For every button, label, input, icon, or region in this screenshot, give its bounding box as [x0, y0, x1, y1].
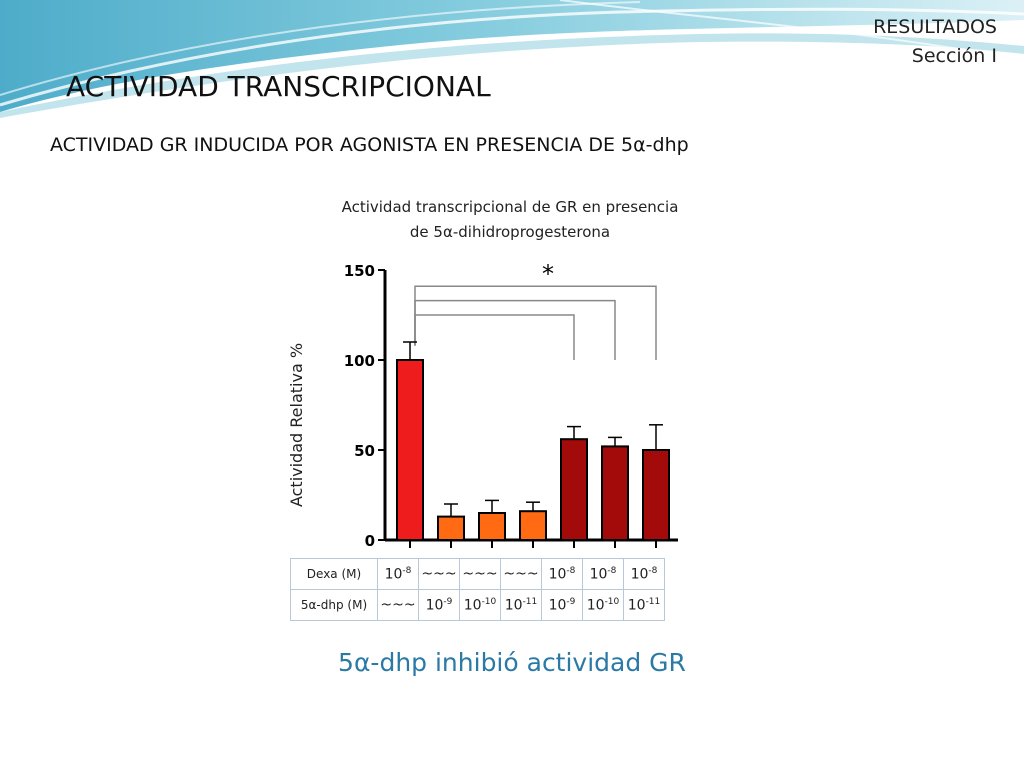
- conclusion-text: 5α-dhp inhibió actividad GR: [338, 648, 686, 677]
- chart-title-block: Actividad transcripcional de GR en prese…: [300, 195, 720, 245]
- bar: [642, 449, 670, 541]
- bar: [519, 510, 547, 542]
- significance-label: *: [542, 260, 554, 288]
- conditions-cell: 10-8: [623, 558, 665, 590]
- bars: [396, 341, 670, 542]
- page-title: ACTIVIDAD TRANSCRIPCIONAL: [66, 70, 491, 103]
- conditions-cell: ~~~: [459, 558, 501, 590]
- y-axis-label: Actividad Relativa %: [287, 343, 306, 507]
- bar-chart: Actividad Relativa % 0 50 100 150 *: [287, 260, 678, 550]
- y-tick-label: 0: [365, 532, 375, 550]
- conditions-row: Dexa (M) 10-8 ~~~ ~~~ ~~~ 10-8 10-8 10-8: [290, 558, 665, 590]
- conditions-cell: ~~~: [377, 589, 419, 621]
- chart-title: Actividad transcripcional de GR en prese…: [341, 198, 679, 216]
- y-tick-label: 100: [344, 352, 375, 370]
- bar: [601, 445, 629, 541]
- section-label: RESULTADOS: [873, 16, 997, 38]
- conditions-row: 5α-dhp (M) ~~~ 10-9 10-10 10-11 10-9 10-10 10-1…: [290, 589, 665, 621]
- bar: [478, 512, 506, 541]
- chart-subtitle: de 5α-dihidroprogesterona: [409, 223, 611, 241]
- page-subtitle: ACTIVIDAD GR INDUCIDA POR AGONISTA EN PR…: [50, 134, 689, 156]
- y-tick-label: 50: [354, 442, 375, 460]
- conditions-cell: 10-8: [582, 558, 624, 590]
- conditions-row-label: 5α-dhp (M): [290, 589, 378, 621]
- conditions-cell: 10-10: [582, 589, 624, 621]
- conditions-cell: 10-11: [623, 589, 665, 621]
- subsection-label: Sección I: [911, 45, 997, 67]
- bar: [560, 438, 588, 541]
- conditions-cell: ~~~: [500, 558, 542, 590]
- conditions-cell: 10-9: [541, 589, 583, 621]
- significance-bracket: [414, 314, 575, 360]
- axes: 0 50 100 150: [344, 262, 678, 550]
- conditions-cell: ~~~: [418, 558, 460, 590]
- bar: [396, 359, 424, 541]
- bar: [437, 515, 465, 542]
- conditions-cell: 10-8: [377, 558, 419, 590]
- conditions-cell: 10-11: [500, 589, 542, 621]
- conditions-row-label: Dexa (M): [290, 558, 378, 590]
- significance-bracket: [414, 285, 657, 360]
- decorative-banner: [0, 0, 1024, 118]
- y-tick-label: 150: [344, 262, 375, 280]
- conditions-table: Dexa (M) 10-8 ~~~ ~~~ ~~~ 10-8 10-8 10-8 5α-dhp …: [290, 558, 665, 621]
- conditions-cell: 10-8: [541, 558, 583, 590]
- significance-brackets: *: [414, 260, 657, 360]
- conditions-cell: 10-9: [418, 589, 460, 621]
- conditions-cell: 10-10: [459, 589, 501, 621]
- significance-bracket: [414, 299, 616, 360]
